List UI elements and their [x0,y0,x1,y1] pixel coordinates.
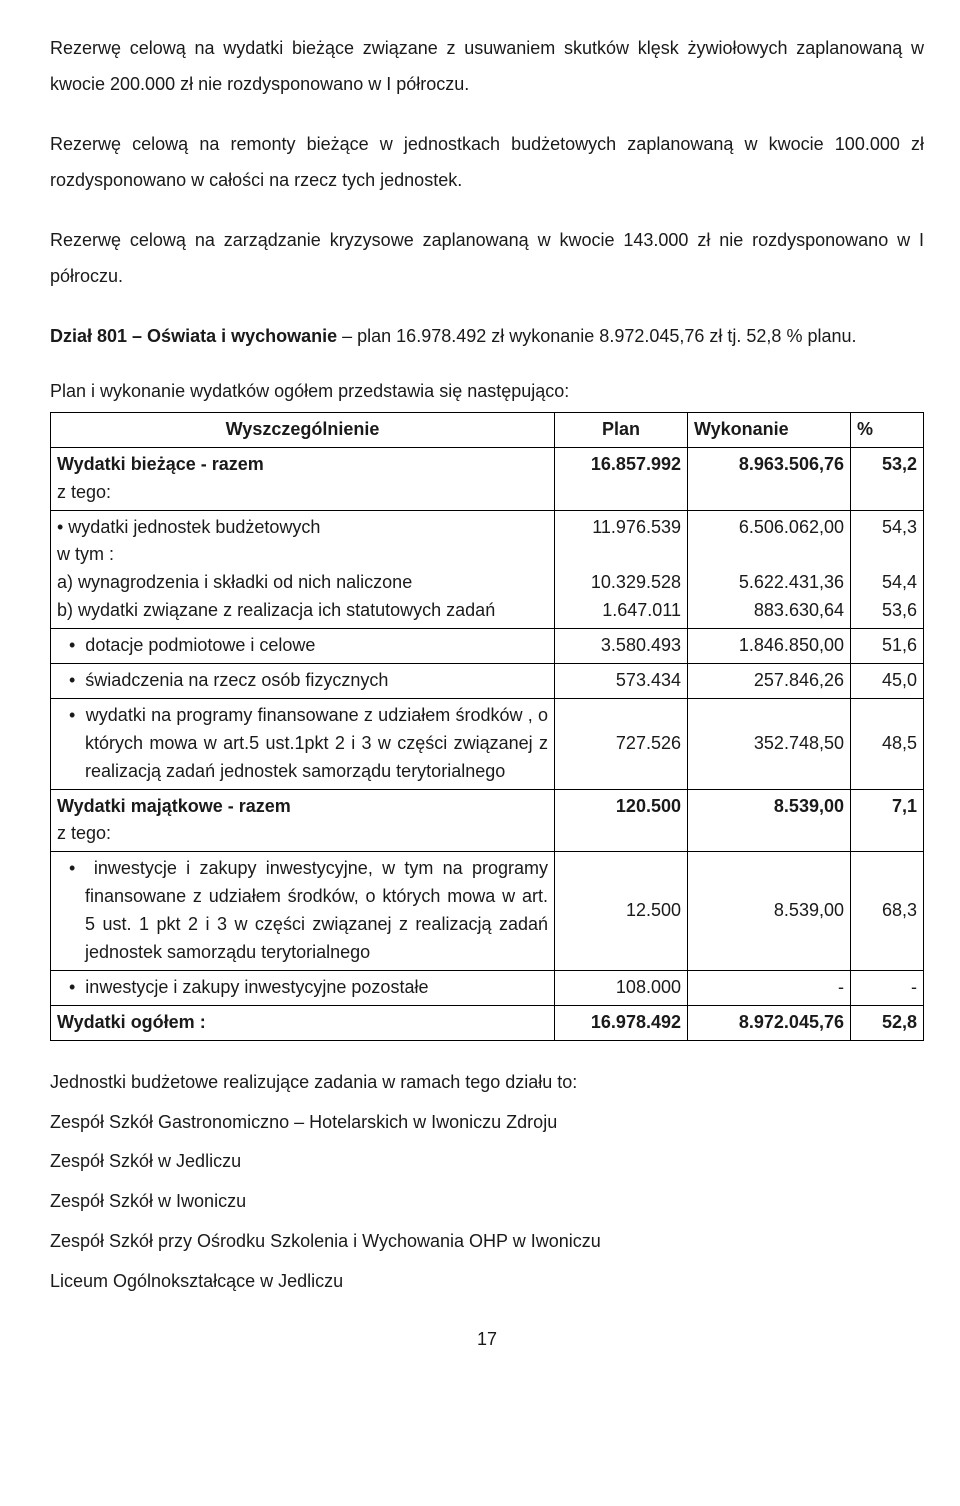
cell-desc: • dotacje podmiotowe i celowe [51,629,555,664]
table-row: Wydatki ogółem :16.978.4928.972.045,7652… [51,1005,924,1040]
page-number: 17 [50,1326,924,1354]
section-title: Dział 801 – Oświata i wychowanie [50,326,337,346]
table-header-row: Wyszczególnienie Plan Wykonanie % [51,412,924,447]
cell-desc: • wydatki na programy finansowane z udzi… [51,698,555,789]
cell-plan: 11.976.53910.329.5281.647.011 [555,510,688,629]
table-row: • świadczenia na rzecz osób fizycznych57… [51,664,924,699]
cell-percent: 53,2 [851,447,924,510]
cell-wykonanie: 8.539,00 [688,789,851,852]
table-row: • inwestycje i zakupy inwestycyjne pozos… [51,970,924,1005]
cell-percent: 7,1 [851,789,924,852]
cell-percent: 51,6 [851,629,924,664]
cell-plan: 16.857.992 [555,447,688,510]
cell-wykonanie: - [688,970,851,1005]
cell-percent: 68,3 [851,852,924,971]
cell-plan: 3.580.493 [555,629,688,664]
cell-percent: - [851,970,924,1005]
cell-wykonanie: 1.846.850,00 [688,629,851,664]
cell-percent: 52,8 [851,1005,924,1040]
cell-desc: • wydatki jednostek budżetowychw tym :a)… [51,510,555,629]
paragraph-1: Rezerwę celową na wydatki bieżące związa… [50,30,924,102]
cell-wykonanie: 8.963.506,76 [688,447,851,510]
units-list: Jednostki budżetowe realizujące zadania … [50,1069,924,1296]
cell-plan: 108.000 [555,970,688,1005]
unit-item: Zespół Szkół przy Ośrodku Szkolenia i Wy… [50,1228,924,1256]
unit-item: Zespół Szkół w Iwoniczu [50,1188,924,1216]
table-row: Wydatki bieżące - razemz tego:16.857.992… [51,447,924,510]
table-row: • wydatki jednostek budżetowychw tym :a)… [51,510,924,629]
cell-wykonanie: 257.846,26 [688,664,851,699]
cell-desc: Wydatki bieżące - razemz tego: [51,447,555,510]
cell-desc: Wydatki majątkowe - razemz tego: [51,789,555,852]
table-row: Wydatki majątkowe - razemz tego:120.5008… [51,789,924,852]
table-row: • dotacje podmiotowe i celowe3.580.4931.… [51,629,924,664]
col-header-wykonanie: Wykonanie [688,412,851,447]
cell-desc: • inwestycje i zakupy inwestycyjne pozos… [51,970,555,1005]
col-header-percent: % [851,412,924,447]
unit-item: Liceum Ogólnokształcące w Jedliczu [50,1268,924,1296]
cell-percent: 45,0 [851,664,924,699]
budget-table: Wyszczególnienie Plan Wykonanie % Wydatk… [50,412,924,1041]
table-row: • wydatki na programy finansowane z udzi… [51,698,924,789]
unit-item: Zespół Szkół Gastronomiczno – Hotelarski… [50,1109,924,1137]
cell-plan: 573.434 [555,664,688,699]
cell-plan: 16.978.492 [555,1005,688,1040]
paragraph-3: Rezerwę celową na zarządzanie kryzysowe … [50,222,924,294]
cell-desc: • świadczenia na rzecz osób fizycznych [51,664,555,699]
section-title-rest: – plan 16.978.492 zł wykonanie 8.972.045… [337,326,856,346]
cell-desc: • inwestycje i zakupy inwestycyjne, w ty… [51,852,555,971]
cell-plan: 120.500 [555,789,688,852]
cell-percent: 48,5 [851,698,924,789]
cell-wykonanie: 8.972.045,76 [688,1005,851,1040]
units-intro: Jednostki budżetowe realizujące zadania … [50,1069,924,1097]
cell-plan: 727.526 [555,698,688,789]
cell-wykonanie: 8.539,00 [688,852,851,971]
cell-plan: 12.500 [555,852,688,971]
table-row: • inwestycje i zakupy inwestycyjne, w ty… [51,852,924,971]
cell-wykonanie: 6.506.062,005.622.431,36883.630,64 [688,510,851,629]
cell-percent: 54,354,453,6 [851,510,924,629]
cell-wykonanie: 352.748,50 [688,698,851,789]
col-header-desc: Wyszczególnienie [51,412,555,447]
cell-desc: Wydatki ogółem : [51,1005,555,1040]
col-header-plan: Plan [555,412,688,447]
unit-item: Zespół Szkół w Jedliczu [50,1148,924,1176]
paragraph-2: Rezerwę celową na remonty bieżące w jedn… [50,126,924,198]
section-heading: Dział 801 – Oświata i wychowanie – plan … [50,318,924,354]
table-intro: Plan i wykonanie wydatków ogółem przedst… [50,378,924,406]
